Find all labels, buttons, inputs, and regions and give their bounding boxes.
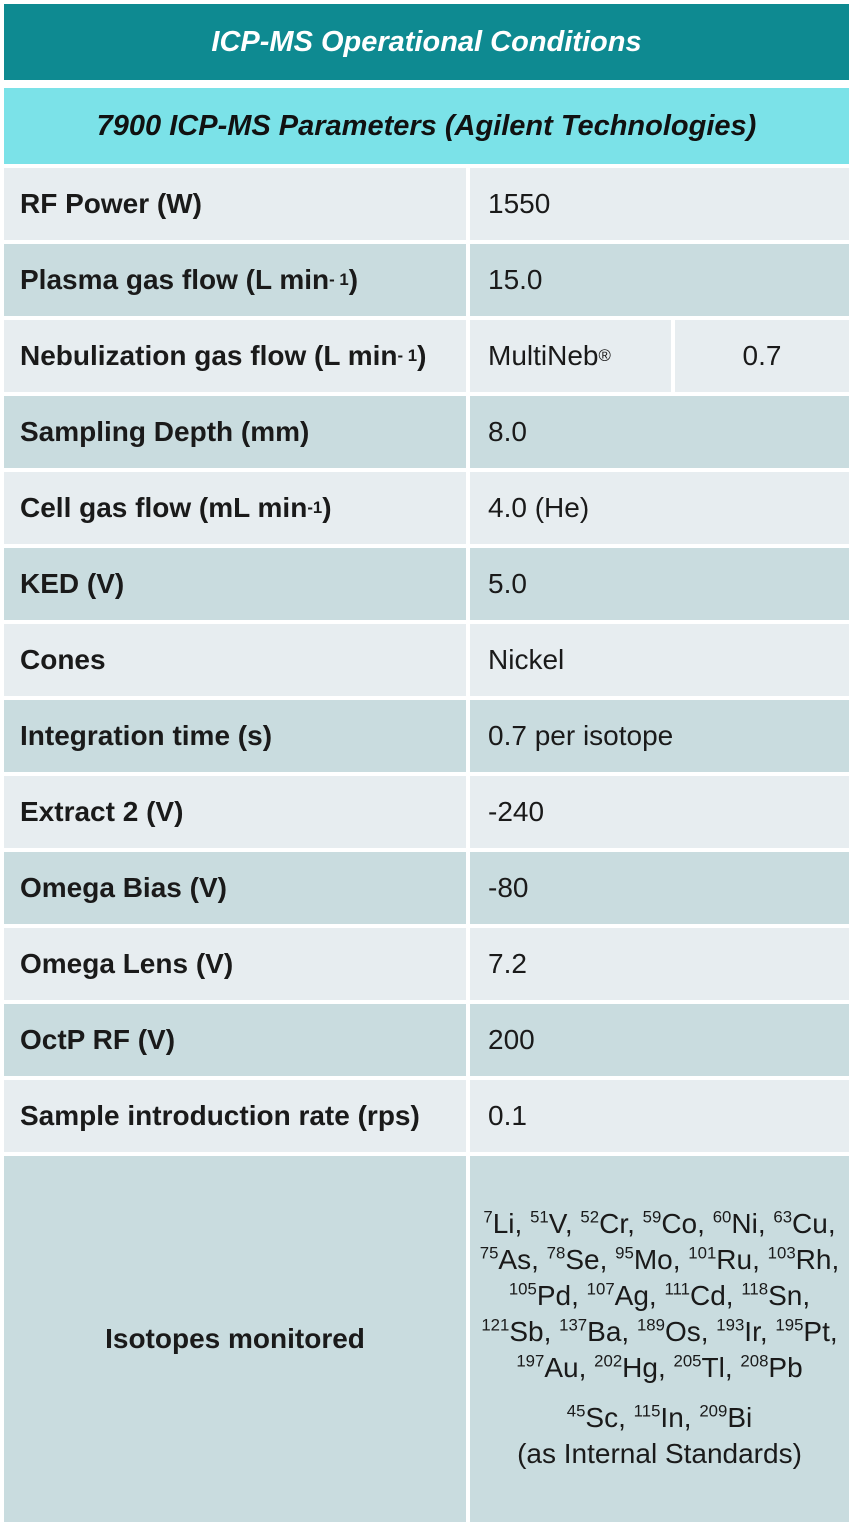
- isotopes-row: Isotopes monitored 7Li, 51V, 52Cr, 59Co,…: [4, 1156, 849, 1522]
- isotope: 193Ir: [716, 1315, 760, 1347]
- param-value: 4.0 (He): [470, 472, 849, 544]
- isotope: 103Rh: [767, 1243, 832, 1275]
- table-row: Omega Bias (V) -80: [4, 852, 849, 928]
- table-subtitle: 7900 ICP-MS Parameters (Agilent Technolo…: [4, 88, 849, 168]
- param-label: Omega Lens (V): [4, 928, 466, 1000]
- isotopes-monitored-list: 7Li, 51V, 52Cr, 59Co, 60Ni, 63Cu, 75As, …: [479, 1207, 840, 1383]
- isotope: 52Cr: [580, 1207, 628, 1239]
- isotope: 107Ag: [586, 1279, 649, 1311]
- isotope: 111Cd: [664, 1279, 726, 1311]
- param-value: 5.0: [470, 548, 849, 620]
- param-label: Plasma gas flow (L min - 1): [4, 244, 466, 316]
- isotope: 202Hg: [594, 1351, 658, 1383]
- param-label: KED (V): [4, 548, 466, 620]
- isotope: 59Co: [642, 1207, 698, 1239]
- param-value: 0.7 per isotope: [470, 700, 849, 772]
- internal-standards-note: (as Internal Standards): [517, 1438, 802, 1469]
- nebulizer-name: MultiNeb ®: [470, 320, 671, 392]
- isotope: 205Tl: [673, 1351, 725, 1383]
- isotope: 137Ba: [559, 1315, 622, 1347]
- param-label: Cell gas flow (mL min -1): [4, 472, 466, 544]
- parameters-table: ICP-MS Operational Conditions 7900 ICP-M…: [4, 4, 849, 1522]
- table-row: Cell gas flow (mL min -1) 4.0 (He): [4, 472, 849, 548]
- nebulizer-flow-value: 0.7: [675, 320, 849, 392]
- param-value: 0.1: [470, 1080, 849, 1152]
- table-row: KED (V) 5.0: [4, 548, 849, 624]
- param-value: -240: [470, 776, 849, 848]
- param-value: Nickel: [470, 624, 849, 696]
- param-label: OctP RF (V): [4, 1004, 466, 1076]
- param-label: Omega Bias (V): [4, 852, 466, 924]
- param-value: 1550: [470, 168, 849, 240]
- isotope: 75As: [479, 1243, 532, 1275]
- param-value: 7.2: [470, 928, 849, 1000]
- isotope: 95Mo: [615, 1243, 673, 1275]
- isotope: 195Pt: [775, 1315, 830, 1347]
- isotope: 51V: [530, 1207, 565, 1239]
- table-row: Sampling Depth (mm) 8.0: [4, 396, 849, 472]
- param-label: Extract 2 (V): [4, 776, 466, 848]
- param-label: Sampling Depth (mm): [4, 396, 466, 468]
- param-value: 15.0: [470, 244, 849, 316]
- isotope: 7Li: [483, 1207, 515, 1239]
- param-label: Sample introduction rate (rps): [4, 1080, 466, 1152]
- isotope: 209Bi: [699, 1401, 753, 1433]
- isotope: 78Se: [546, 1243, 600, 1275]
- table-row: Extract 2 (V) -240: [4, 776, 849, 852]
- isotope: 189Os: [636, 1315, 701, 1347]
- table-row: OctP RF (V) 200: [4, 1004, 849, 1080]
- table-row: Omega Lens (V) 7.2: [4, 928, 849, 1004]
- table-row: RF Power (W) 1550: [4, 168, 849, 244]
- isotope: 63Cu: [773, 1207, 828, 1239]
- param-label: Cones: [4, 624, 466, 696]
- isotope: 60Ni: [712, 1207, 758, 1239]
- isotope: 115In: [633, 1401, 684, 1433]
- internal-standards-list: 45Sc, 115In, 209Bi: [566, 1401, 753, 1433]
- isotope: 45Sc: [566, 1401, 619, 1433]
- isotope: 121Sb: [481, 1315, 544, 1347]
- table-row: Cones Nickel: [4, 624, 849, 700]
- isotope: 197Au: [516, 1351, 579, 1383]
- param-label: Nebulization gas flow (L min - 1): [4, 320, 466, 392]
- table-row: Nebulization gas flow (L min - 1) MultiNe…: [4, 320, 849, 396]
- table-row: Sample introduction rate (rps) 0.1: [4, 1080, 849, 1156]
- table-row: Plasma gas flow (L min - 1) 15.0: [4, 244, 849, 320]
- param-value: 8.0: [470, 396, 849, 468]
- param-label: RF Power (W): [4, 168, 466, 240]
- isotope: 101Ru: [688, 1243, 753, 1275]
- isotopes-value: 7Li, 51V, 52Cr, 59Co, 60Ni, 63Cu, 75As, …: [470, 1156, 849, 1522]
- table-title: ICP-MS Operational Conditions: [4, 4, 849, 80]
- isotope: 118Sn: [741, 1279, 803, 1311]
- isotopes-label: Isotopes monitored: [4, 1156, 466, 1522]
- table-row: Integration time (s) 0.7 per isotope: [4, 700, 849, 776]
- param-value: -80: [470, 852, 849, 924]
- param-value: 200: [470, 1004, 849, 1076]
- isotope: 208Pb: [740, 1351, 803, 1383]
- param-label: Integration time (s): [4, 700, 466, 772]
- isotope: 105Pd: [508, 1279, 572, 1311]
